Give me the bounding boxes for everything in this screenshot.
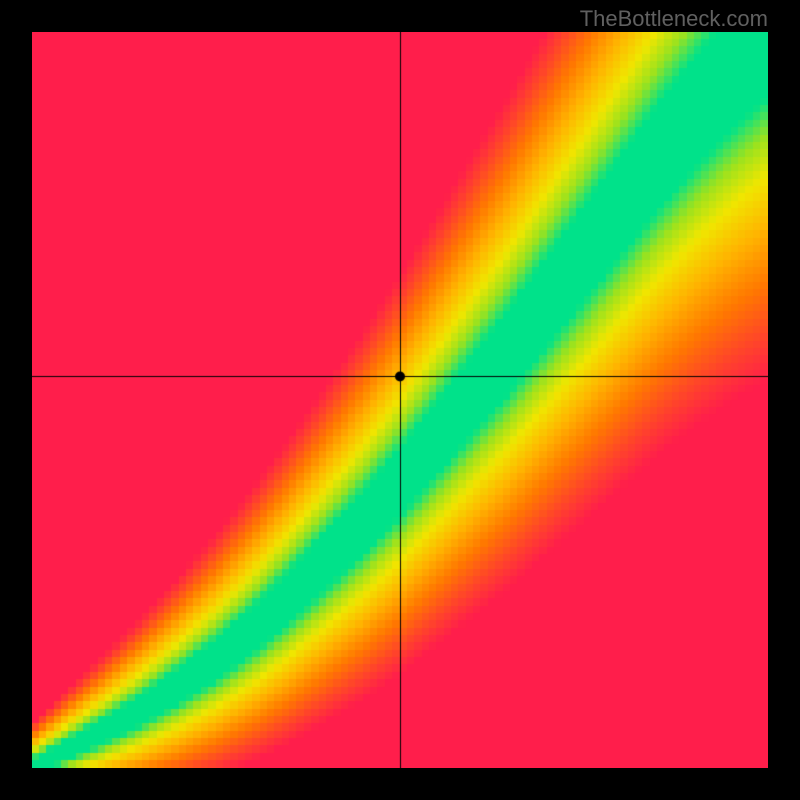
crosshair-overlay [32, 32, 768, 768]
watermark-text: TheBottleneck.com [580, 6, 768, 32]
chart-container: { "meta": { "width_px": 800, "height_px"… [0, 0, 800, 800]
